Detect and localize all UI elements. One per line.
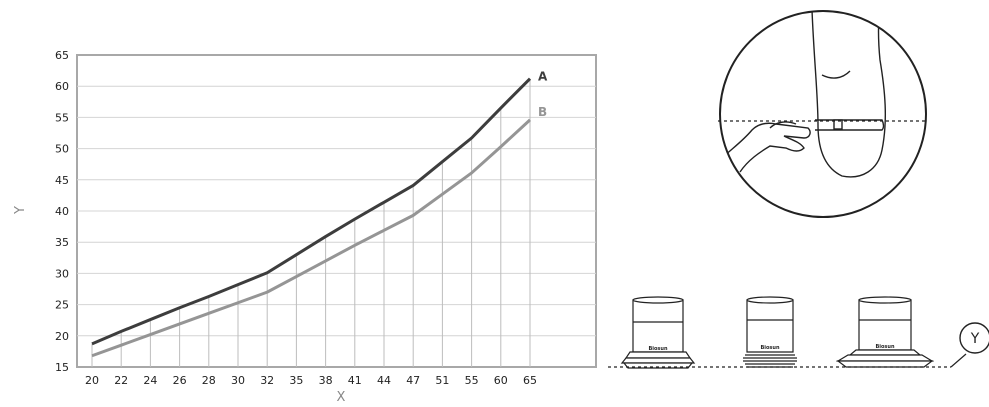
y-tick-label: 25	[55, 299, 69, 312]
series-lines	[91, 77, 532, 358]
x-tick-label: 65	[523, 374, 537, 387]
y-axis-label: Y	[13, 206, 28, 215]
reference-callout-circle	[959, 322, 989, 354]
x-tick-label: 24	[143, 374, 157, 387]
cap-brand-label-3: Biosun	[875, 344, 894, 350]
hand-icon	[720, 122, 811, 173]
y-tick-label: 65	[55, 49, 69, 62]
y-tick-label: 40	[55, 205, 69, 218]
series-line-b	[91, 118, 532, 358]
y-tick-label: 30	[55, 267, 69, 280]
measuring-tape-icon	[815, 119, 885, 131]
cap-brand-label-1: Biosun	[648, 346, 667, 352]
series-labels: BA	[538, 70, 548, 119]
knee-line-icon	[821, 70, 851, 79]
reference-callout-label: Y	[970, 331, 980, 347]
y-tick-label: 20	[55, 330, 69, 343]
x-tick-label: 41	[348, 374, 362, 387]
x-tick-label: 47	[406, 374, 420, 387]
series-label-a: A	[538, 70, 548, 84]
x-tick-label: 51	[435, 374, 449, 387]
x-tick-label: 60	[494, 374, 508, 387]
y-tick-label: 50	[55, 143, 69, 156]
x-tick-label: 44	[377, 374, 391, 387]
y-tick-label: 15	[55, 361, 69, 374]
x-tick-labels: 20 22 24 26 28 30 32 35 38 41 44 47 51 55 60 65	[85, 374, 537, 387]
x-tick-label: 22	[114, 374, 128, 387]
y-tick-labels: 15 20 25 30 35 40 45 50 55 60 65	[55, 49, 69, 374]
cap-icon-2	[743, 296, 797, 368]
x-tick-label: 32	[260, 374, 274, 387]
x-tick-label: 35	[289, 374, 303, 387]
x-axis-label: X	[337, 390, 346, 405]
x-tick-label: 26	[173, 374, 187, 387]
series-label-b: B	[538, 105, 547, 119]
illustration-circle	[719, 10, 927, 218]
leg-icon	[811, 11, 887, 178]
series-line-a	[91, 77, 532, 346]
cap-icon-3	[835, 296, 935, 368]
y-tick-label: 35	[55, 236, 69, 249]
x-tick-label: 38	[319, 374, 333, 387]
reference-leader-line	[950, 353, 967, 368]
x-tick-label: 20	[85, 374, 99, 387]
cap-brand-label-2: Biosun	[760, 345, 779, 351]
caps-illustration: Biosun Biosun Biosun Y	[608, 296, 989, 369]
x-tick-label: 30	[231, 374, 245, 387]
y-tick-label: 45	[55, 174, 69, 187]
x-tick-label: 55	[465, 374, 479, 387]
x-tick-label: 28	[202, 374, 216, 387]
y-tick-label: 55	[55, 111, 69, 124]
cap-icon-1	[620, 296, 696, 369]
y-tick-label: 60	[55, 80, 69, 93]
leg-measurement-illustration	[718, 10, 927, 218]
